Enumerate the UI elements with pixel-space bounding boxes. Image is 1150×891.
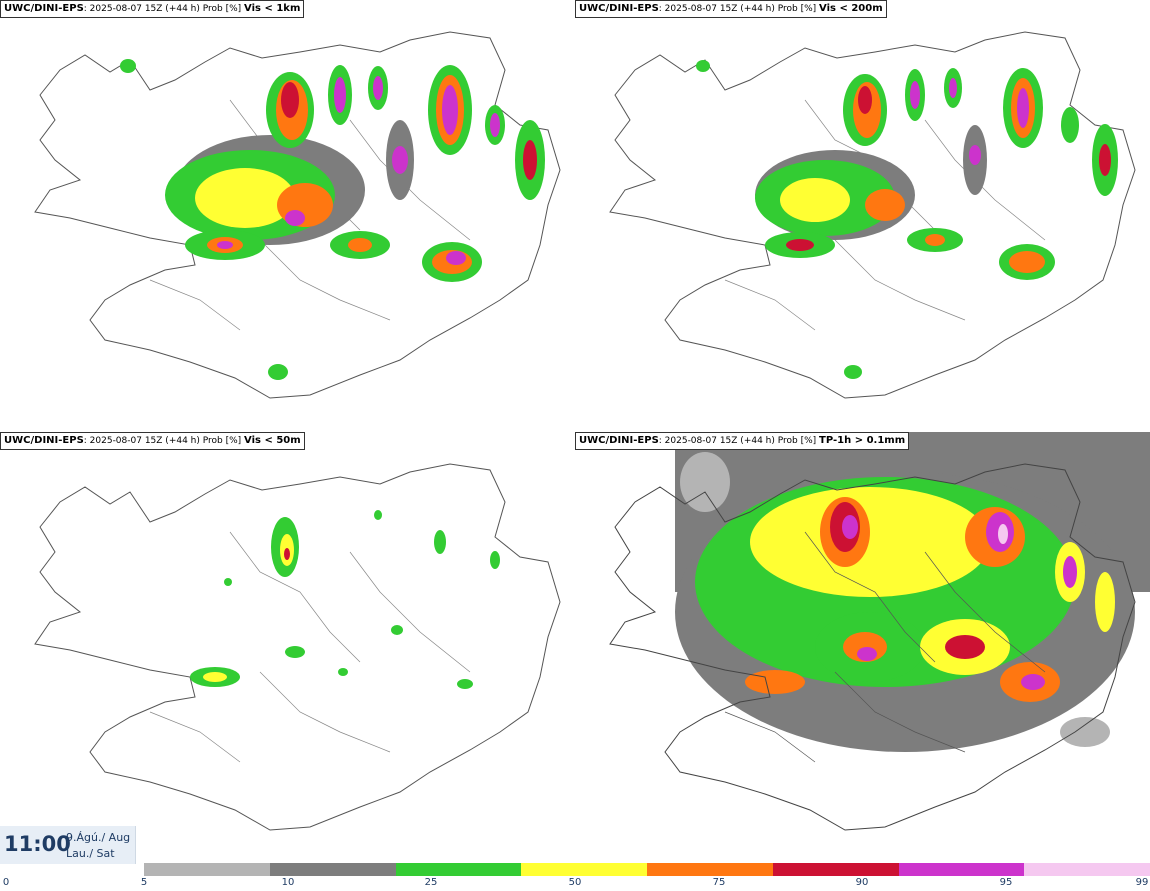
colorbar-tick-label: 25 <box>424 877 438 888</box>
panel-variable: TP-1h > 0.1mm <box>819 435 906 446</box>
valid-date-line1: 9.Ágú./ Aug <box>66 831 131 844</box>
valid-time: 11:00 <box>4 832 71 856</box>
panel-title: UWC/DINI-EPS: 2025-08-07 15Z (+44 h) Pro… <box>575 432 910 450</box>
colorbar-segment <box>395 863 522 876</box>
colorbar-segment <box>898 863 1025 876</box>
panel-source: UWC/DINI-EPS <box>4 435 84 446</box>
valid-date-line2: Lau./ Sat <box>66 847 115 860</box>
colorbar-tick-label: 0 <box>2 877 10 888</box>
colorbar-tick-label: 5 <box>140 877 148 888</box>
iceland-probability-map <box>609 432 1150 831</box>
map-panel-vis-200m: UWC/DINI-EPS: 2025-08-07 15Z (+44 h) Pro… <box>575 0 1150 430</box>
colorbar-segment <box>647 863 773 876</box>
probability-colorbar <box>144 863 1150 876</box>
panel-info: : 2025-08-07 15Z (+44 h) Prob [%] <box>83 4 242 14</box>
panel-variable: Vis < 1km <box>244 3 301 14</box>
colorbar-segment <box>772 863 899 876</box>
panel-variable: Vis < 200m <box>819 3 883 14</box>
colorbar-tick-label: 10 <box>281 877 295 888</box>
colorbar-tick-label: 99 <box>1135 877 1149 888</box>
colorbar-segment <box>1024 863 1150 876</box>
panel-source: UWC/DINI-EPS <box>579 3 659 14</box>
colorbar-tick-label: 90 <box>855 877 869 888</box>
panel-source: UWC/DINI-EPS <box>579 435 659 446</box>
probability-fields <box>675 432 1150 752</box>
valid-time-box: 11:00 9.Ágú./ Aug Lau./ Sat <box>0 826 136 864</box>
map-panel-vis-50m: UWC/DINI-EPS: 2025-08-07 15Z (+44 h) Pro… <box>0 432 575 862</box>
panel-info: : 2025-08-07 15Z (+44 h) Prob [%] <box>83 436 242 446</box>
panel-title: UWC/DINI-EPS: 2025-08-07 15Z (+44 h) Pro… <box>0 432 305 450</box>
panel-title: UWC/DINI-EPS: 2025-08-07 15Z (+44 h) Pro… <box>0 0 305 18</box>
map-panel-precip: UWC/DINI-EPS: 2025-08-07 15Z (+44 h) Pro… <box>575 432 1150 862</box>
map-panel-vis-1km: UWC/DINI-EPS: 2025-08-07 15Z (+44 h) Pro… <box>0 0 575 430</box>
iceland-probability-map <box>34 31 561 399</box>
probability-fields <box>696 60 1118 379</box>
colorbar-segment <box>144 863 270 876</box>
iceland-probability-map <box>609 31 1136 399</box>
colorbar-segment <box>269 863 396 876</box>
iceland-probability-map <box>34 463 561 831</box>
panel-title: UWC/DINI-EPS: 2025-08-07 15Z (+44 h) Pro… <box>575 0 887 18</box>
colorbar-tick-label: 75 <box>712 877 726 888</box>
iceland-outline <box>609 463 1136 831</box>
probability-fields <box>190 510 500 689</box>
panel-info: : 2025-08-07 15Z (+44 h) Prob [%] <box>658 4 817 14</box>
colorbar-segment <box>521 863 647 876</box>
panel-source: UWC/DINI-EPS <box>4 3 84 14</box>
colorbar-tick-label: 50 <box>568 877 582 888</box>
iceland-outline <box>34 463 561 831</box>
panel-variable: Vis < 50m <box>244 435 301 446</box>
panel-info: : 2025-08-07 15Z (+44 h) Prob [%] <box>658 436 817 446</box>
probability-fields <box>120 59 545 380</box>
colorbar-tick-label: 95 <box>999 877 1013 888</box>
